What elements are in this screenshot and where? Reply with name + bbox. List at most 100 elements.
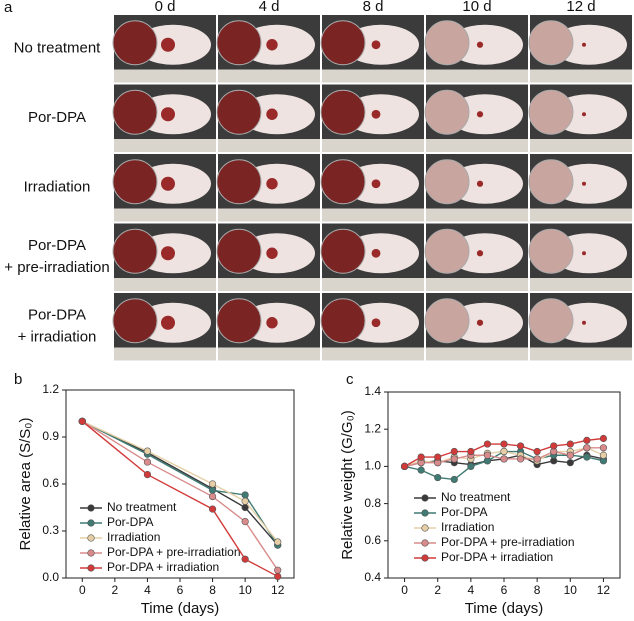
y-tick-label: 0.6	[42, 476, 59, 490]
legend-label: Por-DPA + pre-irradiation	[441, 535, 575, 549]
data-point	[599, 434, 608, 443]
data-point	[208, 486, 217, 494]
ruler	[426, 208, 528, 222]
data-point	[566, 451, 574, 459]
data-point	[483, 440, 492, 448]
x-tick-label: 8	[534, 583, 541, 597]
y-axis-label: Relative area (S/S₀)	[17, 418, 34, 551]
ruler	[530, 69, 632, 83]
column-label: 0 d	[155, 0, 176, 15]
column-label: 8 d	[363, 0, 384, 15]
ruler	[114, 139, 216, 152]
data-point	[467, 462, 475, 471]
data-point	[417, 453, 425, 461]
wound	[582, 320, 586, 325]
panel-letter: a	[4, 0, 13, 16]
wound	[161, 246, 175, 261]
data-point	[241, 555, 249, 563]
x-tick-label: 6	[177, 583, 184, 597]
data-point	[566, 459, 574, 467]
data-point	[450, 447, 458, 456]
data-point	[274, 566, 282, 574]
wound	[371, 40, 381, 50]
wound-dish	[424, 89, 470, 135]
wound	[266, 247, 278, 259]
wound	[582, 112, 586, 117]
wound	[266, 178, 278, 190]
ruler	[114, 347, 216, 361]
ruler	[426, 347, 528, 361]
y-tick-label: 0.8	[364, 496, 381, 510]
wound-dish	[528, 298, 574, 344]
legend-marker	[421, 554, 429, 562]
wound-dish	[320, 20, 366, 66]
legend-label: No treatment	[441, 490, 511, 504]
wound	[476, 111, 484, 118]
wound-dish	[216, 89, 262, 135]
data-point	[208, 480, 217, 488]
legend-marker	[87, 504, 95, 512]
row-label: + irradiation	[18, 329, 97, 346]
data-point	[533, 455, 541, 463]
legend-marker	[421, 539, 429, 547]
wound	[371, 109, 381, 119]
x-tick-label: 12	[597, 583, 611, 597]
data-point	[434, 473, 442, 482]
legend-label: No treatment	[107, 500, 177, 514]
legend-marker	[87, 519, 95, 527]
data-point	[483, 451, 492, 459]
wound	[476, 41, 484, 48]
x-tick-label: 2	[434, 583, 441, 597]
x-axis-label: Time (days)	[141, 600, 220, 617]
legend-marker	[421, 494, 429, 502]
ruler	[322, 208, 424, 222]
wound	[266, 108, 278, 120]
ruler	[218, 139, 320, 152]
ruler	[322, 347, 424, 361]
column-label: 10 d	[462, 0, 491, 15]
legend-marker	[87, 549, 95, 557]
y-axis-label: Relative weight (G/G₀)	[339, 410, 356, 560]
y-tick-label: 1.2	[364, 421, 381, 435]
ruler	[426, 139, 528, 152]
wound-dish	[216, 298, 262, 344]
panel-letter: c	[346, 371, 354, 388]
ruler	[426, 278, 528, 291]
x-tick-label: 12	[271, 583, 285, 597]
y-tick-label: 0.3	[42, 523, 59, 537]
data-point	[566, 440, 574, 448]
wound-dish	[112, 298, 158, 344]
ruler	[114, 69, 216, 83]
ruler	[530, 139, 632, 152]
y-tick-label: 1.4	[364, 384, 381, 398]
ruler	[530, 347, 632, 361]
data-point	[583, 444, 591, 452]
legend-label: Por-DPA + irradiation	[441, 550, 553, 564]
data-point	[500, 440, 508, 448]
y-tick-label: 0.9	[42, 429, 59, 443]
x-tick-label: 4	[144, 583, 151, 597]
wound	[266, 317, 278, 329]
data-point	[516, 455, 525, 463]
y-tick-label: 0.4	[364, 570, 381, 584]
x-axis-label: Time (days)	[465, 600, 544, 617]
legend-marker	[87, 564, 95, 572]
row-label: Por-DPA	[28, 109, 86, 126]
y-tick-label: 1.2	[42, 382, 59, 396]
data-point	[467, 447, 475, 456]
data-point	[450, 455, 458, 463]
data-point	[143, 447, 152, 455]
panel-letter: b	[14, 371, 22, 388]
x-tick-label: 8	[209, 583, 216, 597]
row-label: Por-DPA	[28, 307, 86, 324]
wound	[266, 39, 278, 51]
ruler	[218, 208, 320, 222]
data-point	[533, 447, 541, 456]
ruler	[322, 69, 424, 83]
column-label: 4 d	[259, 0, 280, 15]
wound-dish	[320, 159, 366, 205]
wound-dish	[320, 89, 366, 135]
data-point	[550, 442, 558, 450]
data-point	[274, 572, 282, 581]
